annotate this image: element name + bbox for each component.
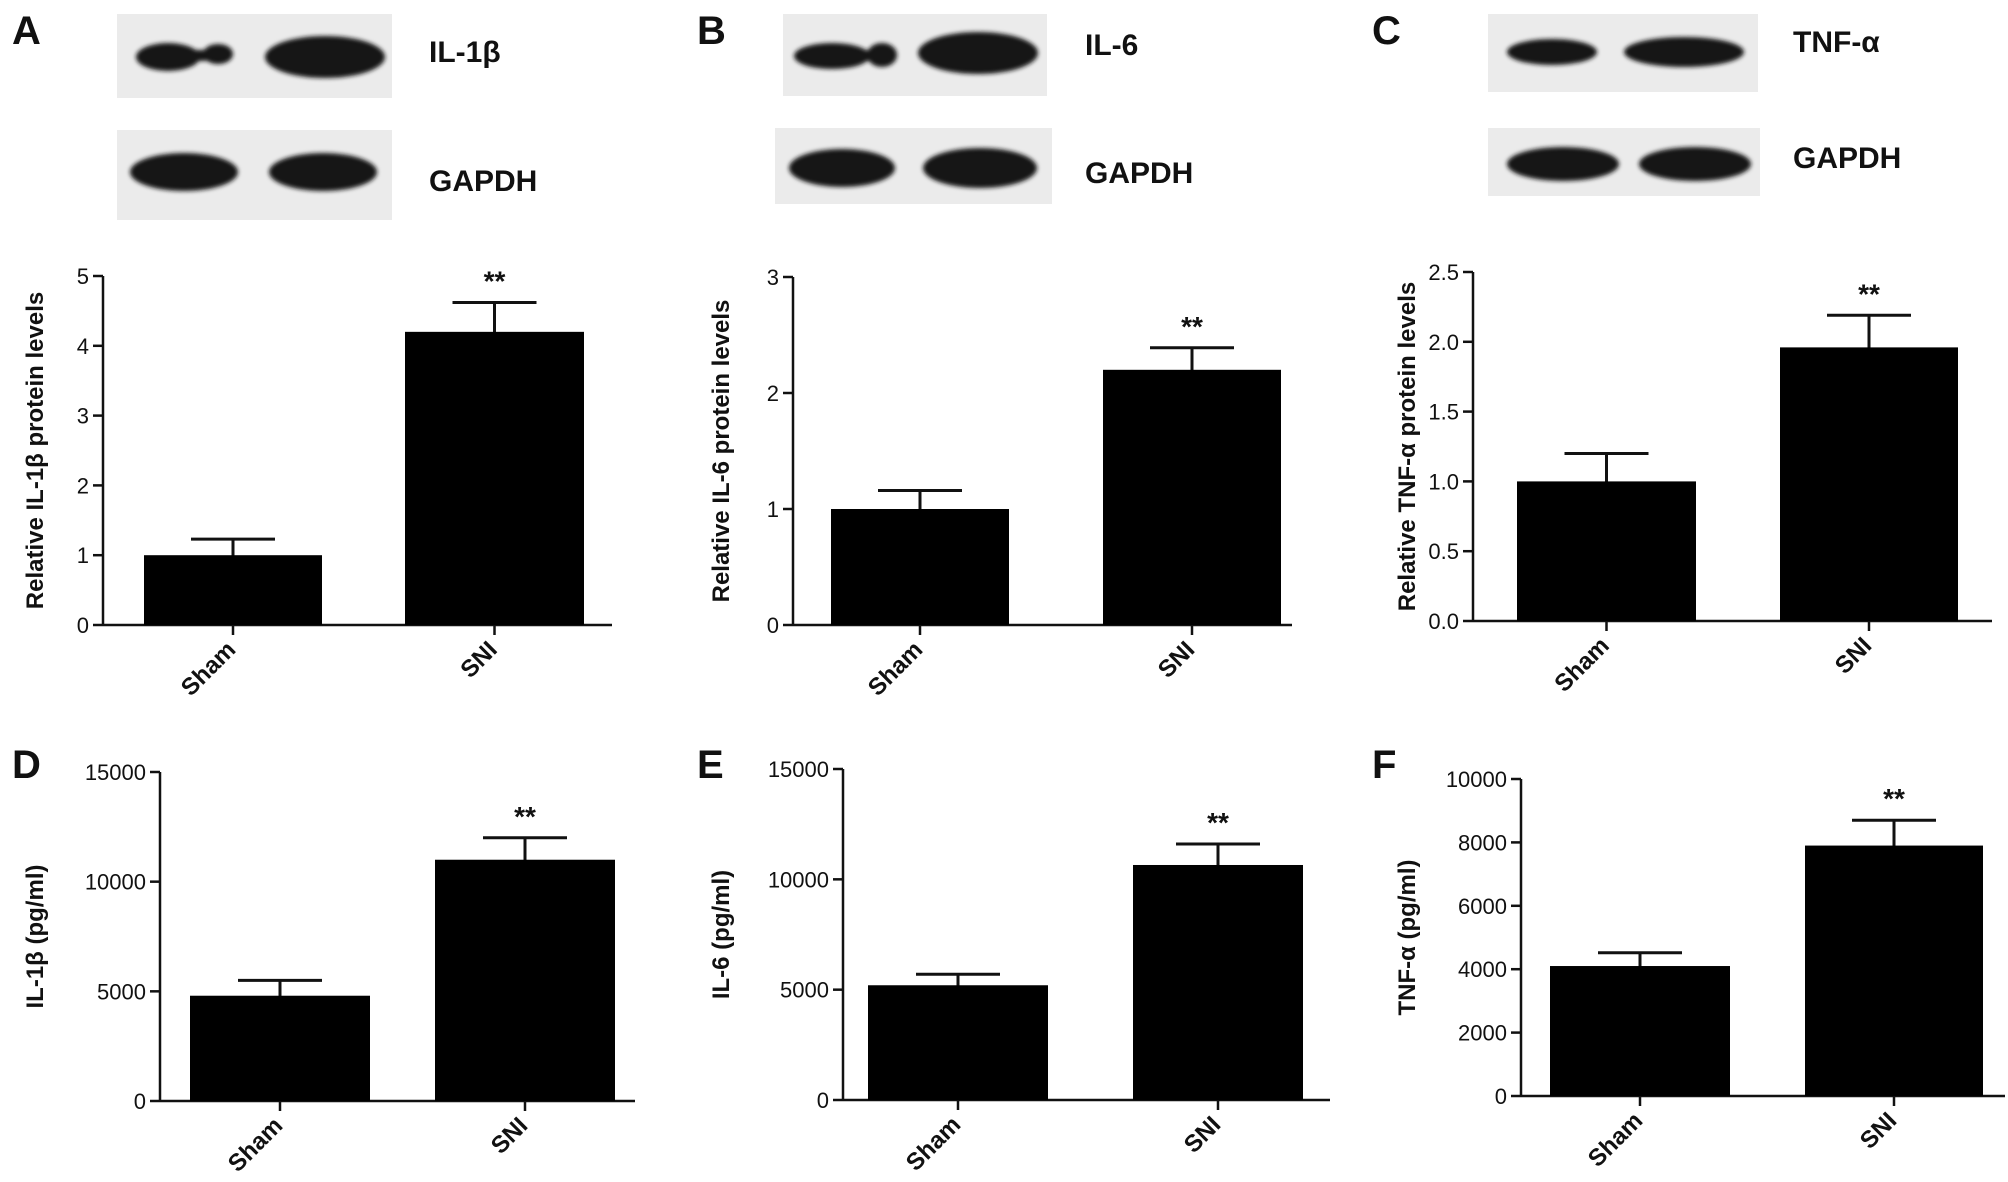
x-tick-label-a-sham: Sham: [176, 636, 241, 701]
y-axis-label-d: IL-1β (pg/ml): [22, 865, 49, 1009]
x-tick-label-a-sni: SNI: [455, 636, 502, 683]
y-tick-label-e: 0: [817, 1088, 829, 1113]
y-tick-label-f: 0: [1495, 1084, 1507, 1109]
y-axis-label-a: Relative IL-1β protein levels: [22, 292, 49, 609]
y-tick-label-a: 2: [77, 473, 89, 498]
y-tick-label-f: 6000: [1458, 894, 1507, 919]
chart-f: 0 2000 4000 6000 8000 10000 TNF-α (pg/ml) Sham *…: [1394, 767, 2005, 1172]
blot-a-target-label: IL-1β: [429, 36, 501, 69]
blot-b-loading: [775, 128, 1052, 204]
x-tick-label-b-sni: SNI: [1153, 636, 1200, 683]
blot-c-loading: [1488, 128, 1760, 196]
y-tick-label-f: 4000: [1458, 957, 1507, 982]
y-tick-label-d: 0: [134, 1089, 146, 1114]
y-tick-label-c: 1.5: [1428, 400, 1459, 425]
blot-b-target: [783, 14, 1047, 96]
x-tick-label-d-sni: SNI: [486, 1112, 533, 1159]
significance-a-sni: **: [484, 266, 506, 297]
bar-e-sni: [1133, 864, 1303, 1100]
y-tick-label-c: 1.0: [1428, 469, 1459, 494]
y-tick-label-a: 1: [77, 543, 89, 568]
x-tick-label-e-sni: SNI: [1179, 1111, 1226, 1158]
bar-f-sni: [1805, 845, 1983, 1096]
y-tick-label-e: 15000: [768, 757, 829, 782]
y-tick-label-a: 4: [77, 334, 89, 359]
significance-d-sni: **: [514, 801, 536, 832]
blot-b-target-label: IL-6: [1085, 29, 1138, 62]
blot-a-loading: [117, 130, 392, 220]
bar-b-sham: [831, 509, 1009, 625]
y-tick-label-b: 1: [767, 497, 779, 522]
y-tick-label-b: 2: [767, 381, 779, 406]
significance-c-sni: **: [1858, 278, 1880, 309]
bar-c-sham: [1517, 481, 1696, 621]
y-tick-label-d: 10000: [85, 870, 146, 895]
bar-d-sham: [190, 995, 370, 1101]
y-tick-label-d: 15000: [85, 760, 146, 785]
panel-letter-f: F: [1372, 743, 1396, 787]
x-tick-label-d-sham: Sham: [223, 1112, 288, 1177]
y-axis-label-b: Relative IL-6 protein levels: [708, 300, 735, 603]
y-tick-label-e: 10000: [768, 867, 829, 892]
blot-a-loading-label: GAPDH: [429, 165, 537, 198]
x-tick-label-f-sni: SNI: [1855, 1107, 1902, 1154]
bar-c-sni: [1780, 347, 1958, 621]
y-tick-label-a: 3: [77, 404, 89, 429]
panel-letter-c: C: [1372, 9, 1401, 53]
y-tick-label-f: 2000: [1458, 1021, 1507, 1046]
x-tick-label-c-sni: SNI: [1830, 632, 1877, 679]
y-tick-label-a: 0: [77, 613, 89, 638]
x-tick-label-f-sham: Sham: [1583, 1107, 1648, 1172]
y-tick-label-a: 5: [77, 264, 89, 289]
y-tick-label-c: 2.0: [1428, 330, 1459, 355]
panel-letter-e: E: [697, 743, 724, 787]
panel-letter-d: D: [12, 743, 41, 787]
chart-d: 0 5000 10000 15000 IL-1β (pg/ml) Sham ** SNI: [22, 760, 635, 1177]
x-tick-label-c-sham: Sham: [1549, 632, 1614, 697]
bar-b-sni: [1103, 369, 1281, 625]
y-axis-label-f: TNF-α (pg/ml): [1394, 859, 1421, 1015]
x-tick-label-b-sham: Sham: [863, 636, 928, 701]
chart-c: 0.0 0.5 1.0 1.5 2.0 2.5 Relative TNF-α protein…: [1394, 260, 1992, 697]
blot-b-loading-label: GAPDH: [1085, 157, 1193, 190]
significance-e-sni: **: [1207, 807, 1229, 838]
y-axis-label-c: Relative TNF-α protein levels: [1394, 282, 1421, 612]
bar-a-sham: [144, 555, 322, 625]
x-tick-label-e-sham: Sham: [901, 1111, 966, 1176]
y-tick-label-c: 0.0: [1428, 609, 1459, 634]
panel-letter-b: B: [697, 9, 726, 53]
blot-c-loading-label: GAPDH: [1793, 142, 1901, 175]
y-tick-label-f: 8000: [1458, 830, 1507, 855]
significance-f-sni: **: [1883, 783, 1905, 814]
chart-b: 0 1 2 3 Relative IL-6 protein levels Sham ** SN…: [708, 265, 1292, 701]
blot-c-target-label: TNF-α: [1793, 26, 1880, 59]
y-tick-label-d: 5000: [97, 979, 146, 1004]
y-tick-label-b: 0: [767, 613, 779, 638]
bar-d-sni: [435, 859, 615, 1101]
chart-a: 0 1 2 3 4 5 Relative IL-1β protein levels Sham *…: [22, 264, 612, 701]
y-tick-label-c: 2.5: [1428, 260, 1459, 285]
y-tick-label-b: 3: [767, 265, 779, 290]
y-axis-label-e: IL-6 (pg/ml): [708, 870, 735, 999]
bar-f-sham: [1550, 966, 1730, 1096]
chart-e: 0 5000 10000 15000 IL-6 (pg/ml) Sham ** SNI: [708, 757, 1330, 1176]
bar-a-sni: [405, 331, 584, 625]
y-tick-label-e: 5000: [780, 978, 829, 1003]
significance-b-sni: **: [1181, 311, 1203, 342]
blot-c-target: [1488, 14, 1758, 92]
y-tick-label-f: 10000: [1446, 767, 1507, 792]
panel-letter-a: A: [12, 9, 41, 53]
blot-a-target: [117, 14, 392, 98]
y-tick-label-c: 0.5: [1428, 539, 1459, 564]
bar-e-sham: [868, 985, 1048, 1100]
